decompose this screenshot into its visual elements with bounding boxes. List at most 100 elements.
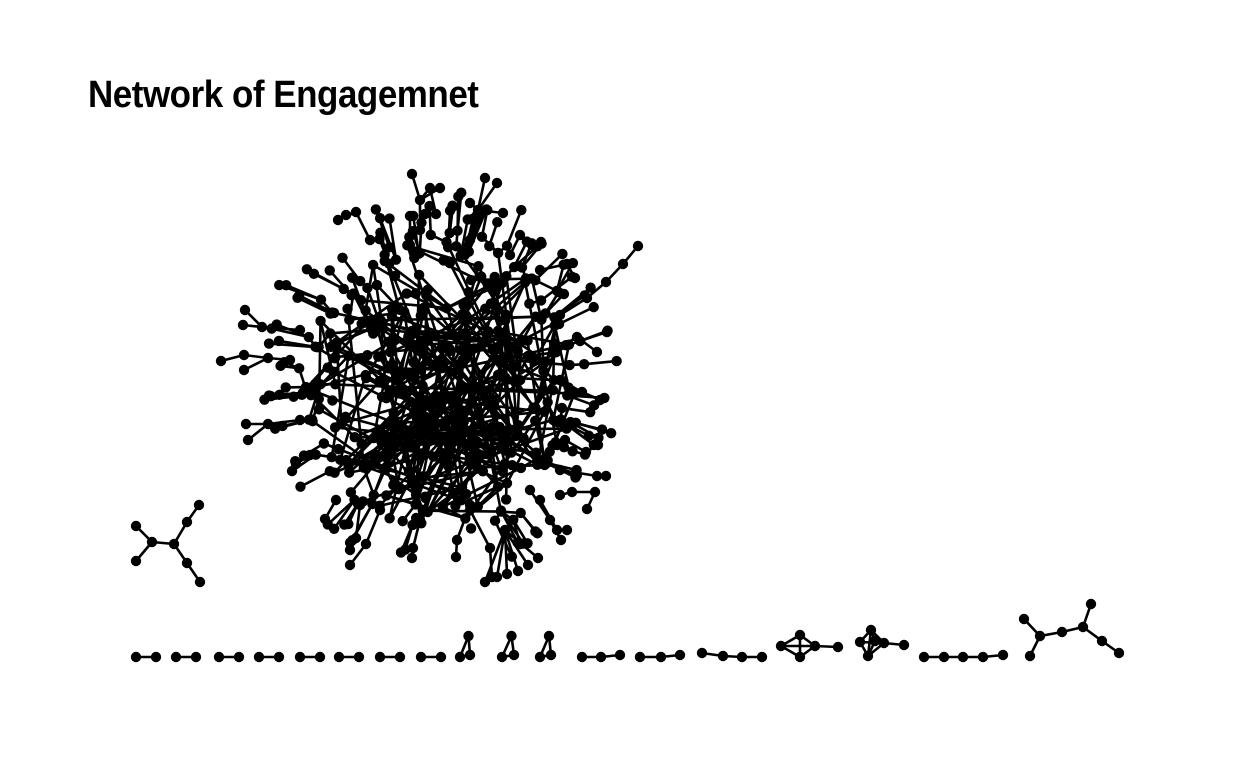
node-468 [292,292,303,303]
edge-537 [296,296,332,315]
node-282 [368,489,379,501]
node-566 [344,559,356,571]
edge-241 [533,419,546,461]
node-642 [1113,647,1125,659]
node-523 [404,239,416,251]
node-557 [486,571,498,583]
node-277 [373,351,384,362]
node-431 [515,538,526,550]
node-479 [324,265,335,276]
node-623 [832,641,844,653]
edge-576 [476,176,487,212]
node-467 [325,308,336,319]
node-363 [311,342,323,353]
node-240 [369,315,381,326]
node-356 [328,523,340,534]
node-612 [634,651,646,663]
node-93 [369,449,381,460]
node-592 [294,651,306,663]
node-492 [239,304,251,316]
node-500 [240,418,252,430]
node-527 [526,239,538,251]
node-348 [395,547,407,558]
node-571 [551,524,563,536]
node-570 [534,494,546,506]
node-632 [957,651,969,663]
node-364 [273,335,285,347]
node-605 [508,649,520,661]
node-269 [424,419,436,430]
node-83 [469,343,480,354]
edge-389 [349,446,391,494]
node-307 [379,249,390,261]
node-424 [602,325,613,336]
node-56 [355,353,367,364]
node-345 [530,526,541,537]
node-484 [554,309,566,321]
edge-348 [464,331,493,409]
node-628 [898,639,910,651]
node-437 [374,213,386,224]
node-621 [794,651,806,663]
node-224 [417,380,428,391]
node-486 [600,276,612,288]
node-436 [384,213,395,224]
node-286 [438,432,450,443]
node-80 [415,310,426,321]
node-399 [444,227,455,239]
node-553 [522,559,534,571]
edge-461 [557,305,596,326]
node-497 [238,364,250,376]
node-310 [328,366,339,377]
node-519 [364,234,376,246]
node-365 [263,338,275,349]
node-275 [401,288,412,299]
node-289 [376,436,387,448]
node-434 [553,286,564,298]
node-626 [862,650,874,662]
node-611 [614,649,626,661]
node-622 [809,640,821,652]
node-548 [499,524,511,536]
node-572 [561,524,573,536]
node-391 [553,318,565,330]
node-192 [409,372,420,384]
node-112 [500,494,512,505]
node-541 [554,464,566,476]
node-429 [508,514,519,526]
node-165 [538,385,550,396]
node-485 [581,292,593,304]
node-636 [1034,630,1046,642]
node-40 [410,499,421,510]
node-316 [417,505,429,516]
edge-580 [354,210,372,242]
node-635 [1024,650,1036,662]
node-149 [386,441,398,452]
node-426 [444,205,456,216]
node-618 [756,651,768,663]
node-577 [168,538,180,550]
node-225 [502,352,514,363]
node-66 [344,314,355,326]
node-496 [215,355,227,367]
node-294 [331,338,342,349]
node-637 [1018,613,1030,625]
node-257 [415,422,426,433]
edge-506 [378,216,398,262]
node-384 [530,275,541,286]
node-586 [170,651,182,663]
node-343 [515,507,526,519]
node-118 [441,302,452,314]
node-263 [449,488,460,499]
node-109 [326,451,337,463]
node-502 [304,449,316,461]
node-258 [480,303,491,314]
edge-289 [491,287,501,334]
node-504 [330,494,342,506]
node-625 [854,636,866,648]
node-326 [376,428,387,439]
edge-396 [372,425,401,497]
node-575 [555,534,567,546]
edge-233 [339,373,367,462]
node-413 [492,216,503,228]
